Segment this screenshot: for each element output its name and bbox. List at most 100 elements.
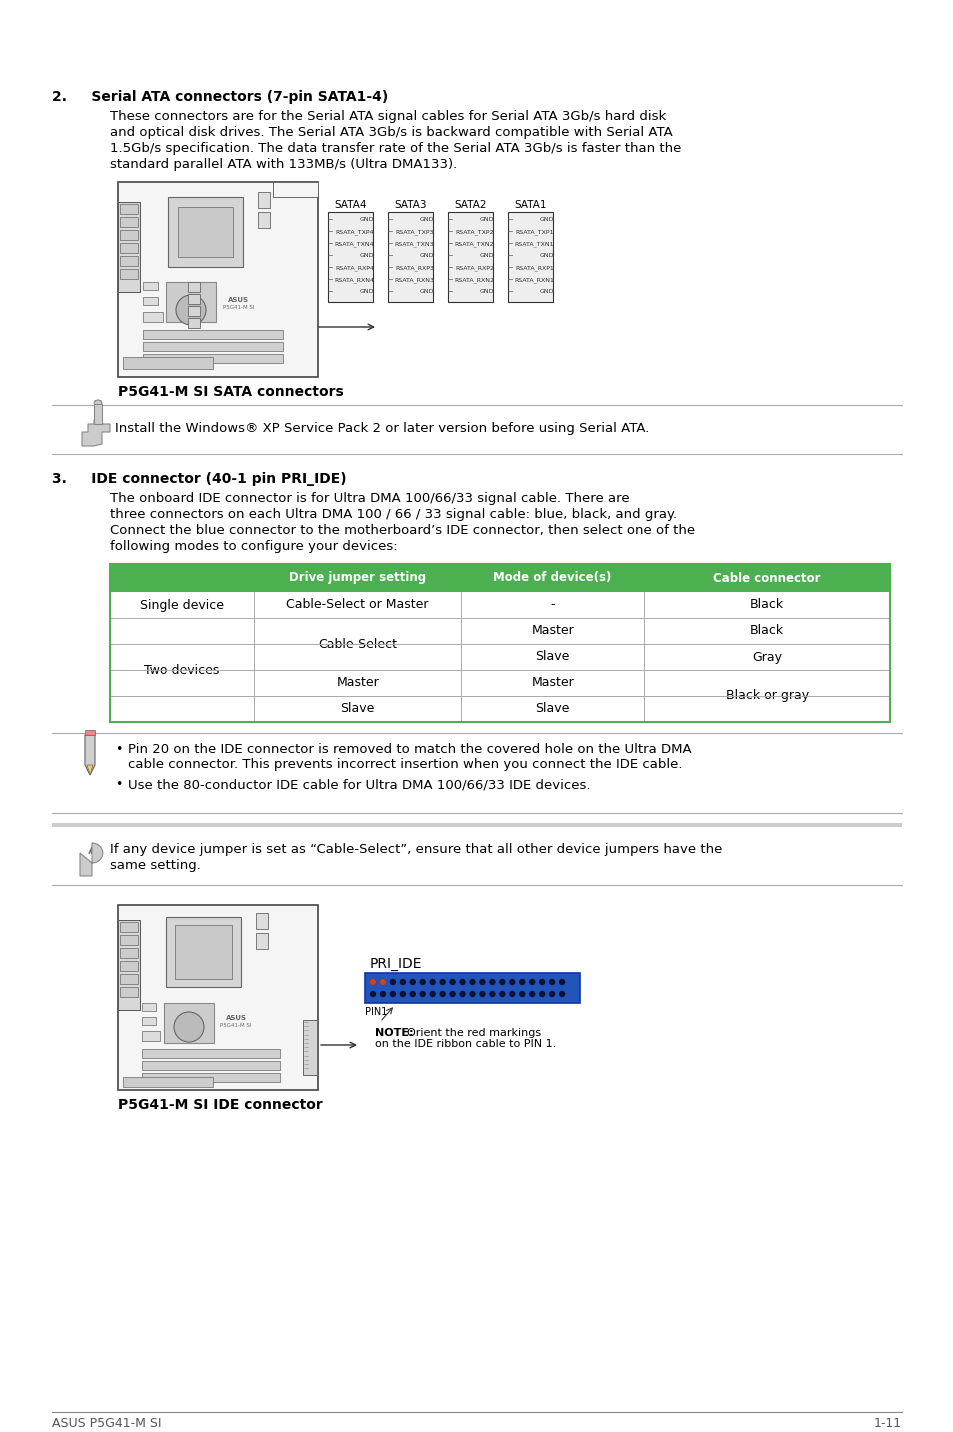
Circle shape [529,979,534,985]
Circle shape [450,979,455,985]
Polygon shape [85,735,95,775]
Text: Master: Master [531,624,574,637]
Circle shape [370,991,375,997]
Polygon shape [80,843,103,876]
Text: GND: GND [539,218,554,222]
Text: Master: Master [531,676,574,689]
Text: and optical disk drives. The Serial ATA 3Gb/s is backward compatible with Serial: and optical disk drives. The Serial ATA … [110,126,672,139]
Bar [110,564,889,722]
Bar [388,212,433,302]
Bar [143,329,283,339]
Text: Use the 80-conductor IDE cable for Ultra DMA 100/66/33 IDE devices.: Use the 80-conductor IDE cable for Ultra… [128,778,590,790]
Circle shape [470,979,475,985]
Circle shape [529,991,534,997]
Bar [142,1050,280,1058]
Circle shape [509,979,515,985]
Bar [120,922,138,932]
Text: RSATA_TXP3: RSATA_TXP3 [395,229,434,235]
Text: following modes to configure your devices:: following modes to configure your device… [110,540,397,553]
Text: Install the Windows® XP Service Pack 2 or later version before using Serial ATA.: Install the Windows® XP Service Pack 2 o… [115,422,649,435]
Bar [273,182,317,198]
Text: Gray: Gray [751,650,781,663]
Bar [178,208,233,256]
Circle shape [559,991,564,997]
Bar [123,357,213,369]
Circle shape [499,991,504,997]
Text: Cable-Select: Cable-Select [317,637,396,650]
Circle shape [370,979,375,985]
Text: PRI_IDE: PRI_IDE [370,957,422,971]
Bar [142,1061,280,1070]
Circle shape [410,991,415,997]
Bar [142,1073,280,1083]
Circle shape [380,979,385,985]
Text: Black or gray: Black or gray [725,689,808,703]
Bar [143,282,158,291]
Bar [142,1017,156,1025]
Text: -: - [550,599,555,611]
Bar [188,318,200,328]
Circle shape [410,979,415,985]
Circle shape [439,979,445,985]
Circle shape [420,991,425,997]
Bar [120,269,138,279]
Bar [118,905,317,1090]
Bar [255,914,268,929]
Bar [448,212,493,302]
Text: RSATA_TXP4: RSATA_TXP4 [335,229,374,235]
Text: standard parallel ATA with 133MB/s (Ultra DMA133).: standard parallel ATA with 133MB/s (Ultr… [110,158,456,170]
Bar [257,192,270,208]
Text: RSATA_TXN4: RSATA_TXN4 [334,241,374,246]
Text: Slave: Slave [535,703,569,716]
Bar [120,948,138,958]
Text: RSATA_RXN2: RSATA_RXN2 [454,276,494,282]
Text: RSATA_RXN3: RSATA_RXN3 [394,276,434,282]
Text: The onboard IDE connector is for Ultra DMA 100/66/33 signal cable. There are: The onboard IDE connector is for Ultra D… [110,493,629,505]
Text: GND: GND [359,253,374,258]
Bar [188,294,200,304]
Circle shape [430,991,435,997]
Text: Black: Black [749,599,783,611]
Bar [118,202,140,292]
Polygon shape [94,400,102,404]
Polygon shape [94,404,102,424]
Bar [120,935,138,945]
Text: PIN1: PIN1 [365,1007,387,1017]
Circle shape [490,991,495,997]
Circle shape [470,991,475,997]
Bar [188,282,200,292]
Text: Black: Black [749,624,783,637]
Text: GND: GND [419,218,434,222]
Polygon shape [82,420,110,445]
Text: GND: GND [539,253,554,258]
Bar [110,591,889,722]
Text: Single device: Single device [140,599,224,611]
Bar [143,296,158,305]
Circle shape [380,979,385,985]
Circle shape [479,979,484,985]
Text: SATA1: SATA1 [514,200,546,211]
Bar [120,231,138,241]
Bar [52,823,901,828]
Text: These connectors are for the Serial ATA signal cables for Serial ATA 3Gb/s hard : These connectors are for the Serial ATA … [110,110,665,123]
Bar [118,182,317,377]
Bar [120,256,138,266]
Bar [142,1002,156,1011]
Circle shape [400,979,405,985]
Text: RSATA_TXP2: RSATA_TXP2 [455,229,494,235]
Text: on the IDE ribbon cable to PIN 1.: on the IDE ribbon cable to PIN 1. [375,1040,556,1050]
Bar [164,1002,213,1042]
Text: Slave: Slave [535,650,569,663]
Circle shape [439,991,445,997]
Bar [254,564,889,591]
Bar [123,1077,213,1087]
Text: Cable-Select or Master: Cable-Select or Master [286,599,429,611]
Bar [143,354,283,362]
Text: RSATA_RXP1: RSATA_RXP1 [515,265,554,271]
Circle shape [420,979,425,985]
Text: GND: GND [359,289,374,294]
Text: ASUS P5G41-M SI: ASUS P5G41-M SI [52,1418,161,1431]
Bar [255,934,268,949]
Circle shape [175,295,206,325]
Text: RSATA_TXN3: RSATA_TXN3 [394,241,434,246]
